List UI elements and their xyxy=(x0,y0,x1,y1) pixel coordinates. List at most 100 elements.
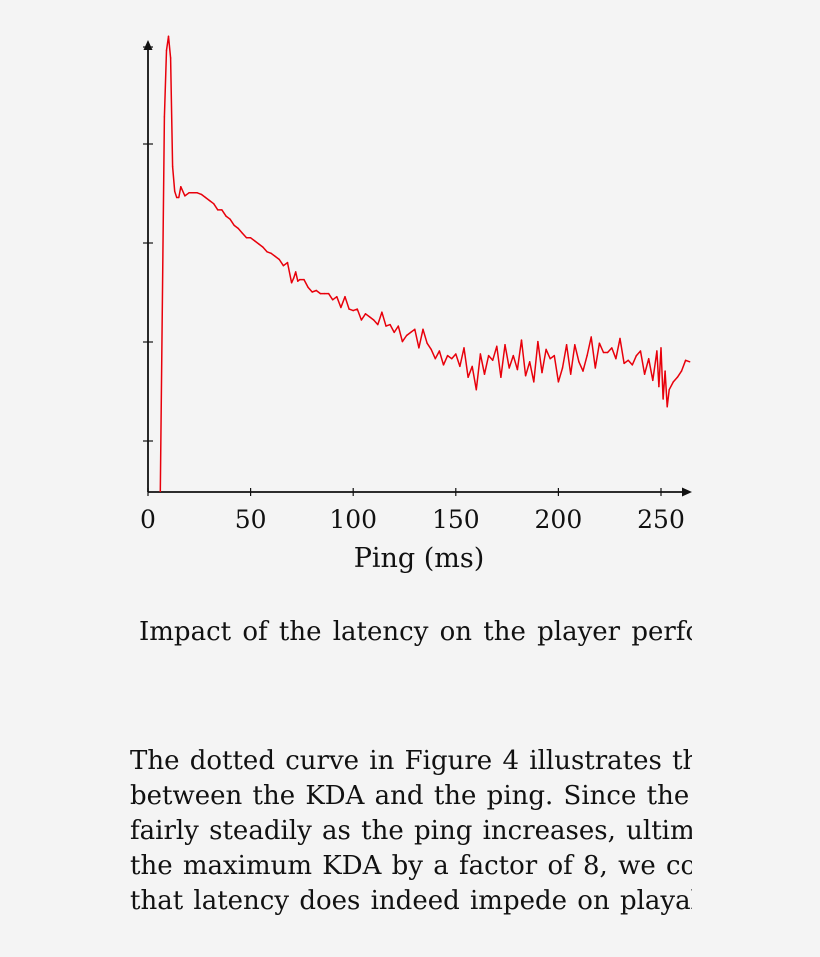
paragraph-line: the maximum KDA by a factor of 8, we con… xyxy=(130,851,692,881)
latency-kda-chart: 0 50 100 150 200 250 Ping (ms) xyxy=(140,35,692,574)
data-point xyxy=(377,323,379,326)
data-point xyxy=(684,359,687,361)
data-point xyxy=(373,319,375,321)
data-point xyxy=(541,371,543,374)
data-point xyxy=(389,323,391,326)
data-point xyxy=(293,277,295,279)
data-point xyxy=(245,237,248,239)
data-point xyxy=(442,364,445,366)
data-point xyxy=(500,376,502,378)
data-point xyxy=(278,258,280,261)
data-point xyxy=(570,373,572,375)
data-point xyxy=(332,299,334,301)
data-point xyxy=(163,116,166,118)
data-point xyxy=(662,398,664,400)
data-point xyxy=(553,354,555,357)
data-point xyxy=(676,376,679,378)
series-line xyxy=(159,35,690,492)
paragraph-line: The dotted curve in Figure 4 illustrates… xyxy=(130,746,692,776)
data-point xyxy=(615,358,617,360)
data-point xyxy=(680,370,683,372)
data-point xyxy=(578,361,580,363)
x-tick-label: 0 xyxy=(140,505,156,534)
data-point xyxy=(422,328,424,330)
figure-caption-block: Impact of the latency on the player perf… xyxy=(130,612,692,652)
data-point xyxy=(258,243,260,245)
data-point xyxy=(286,261,289,264)
data-point xyxy=(455,353,457,355)
paragraph-line: fairly steadily as the ping increases, u… xyxy=(130,816,692,846)
data-point xyxy=(241,232,244,234)
data-point xyxy=(229,218,231,220)
paragraph-line: between the KDA and the ping. Since the … xyxy=(130,781,692,811)
data-point xyxy=(340,306,342,309)
data-point xyxy=(323,292,326,295)
x-tick-label: 250 xyxy=(637,505,685,534)
data-point xyxy=(652,379,654,382)
data-point xyxy=(184,195,186,197)
data-point xyxy=(188,192,190,194)
data-point xyxy=(467,376,469,378)
data-point xyxy=(590,336,592,338)
data-point xyxy=(344,296,346,298)
data-point xyxy=(430,348,432,351)
data-point xyxy=(274,255,276,258)
data-point xyxy=(565,344,568,346)
data-point xyxy=(352,309,354,312)
data-point xyxy=(299,278,301,281)
data-point xyxy=(307,286,309,289)
data-point xyxy=(508,367,510,369)
data-point xyxy=(611,347,613,349)
data-point xyxy=(217,209,219,211)
data-point xyxy=(451,358,453,360)
data-point xyxy=(660,347,662,349)
x-axis-ticks: 0 50 100 150 200 250 xyxy=(140,488,685,534)
x-tick-label: 100 xyxy=(329,505,377,534)
data-point xyxy=(282,265,285,267)
figure-caption: Impact of the latency on the player perf… xyxy=(139,617,692,647)
data-point xyxy=(426,342,428,344)
data-point xyxy=(479,353,482,355)
data-point xyxy=(606,351,609,354)
x-tick-label: 50 xyxy=(235,505,267,534)
data-point xyxy=(631,364,633,366)
data-point xyxy=(208,199,211,202)
series-layer xyxy=(159,35,691,492)
data-point xyxy=(290,282,293,284)
data-point xyxy=(225,215,227,217)
data-point xyxy=(666,406,668,408)
y-axis-ticks xyxy=(143,46,153,442)
data-point xyxy=(397,325,399,327)
data-point xyxy=(178,196,180,199)
data-point xyxy=(159,491,161,492)
x-tick-label: 150 xyxy=(432,505,480,534)
data-point xyxy=(516,368,519,371)
data-point xyxy=(627,359,629,361)
data-point xyxy=(635,354,638,357)
data-point xyxy=(165,49,168,51)
x-tick-label: 200 xyxy=(535,505,583,534)
data-point xyxy=(266,251,268,253)
data-point xyxy=(221,209,223,211)
data-point xyxy=(648,358,650,360)
y-axis-arrow xyxy=(143,40,153,50)
data-point xyxy=(356,308,358,310)
data-point xyxy=(213,203,215,205)
body-paragraph: The dotted curve in Figure 4 illustrates… xyxy=(130,744,692,920)
data-point xyxy=(602,351,605,354)
data-point xyxy=(176,196,178,199)
data-point xyxy=(405,334,408,337)
data-point xyxy=(487,354,490,357)
data-point xyxy=(368,316,371,318)
data-point xyxy=(319,292,322,295)
data-point xyxy=(689,361,691,363)
data-point xyxy=(446,354,449,357)
data-point xyxy=(598,342,601,344)
data-point xyxy=(656,350,658,352)
data-point xyxy=(169,57,172,59)
data-point xyxy=(311,291,313,293)
data-point xyxy=(520,339,523,341)
data-point xyxy=(237,227,239,230)
data-point xyxy=(233,224,235,227)
data-point xyxy=(512,354,514,357)
